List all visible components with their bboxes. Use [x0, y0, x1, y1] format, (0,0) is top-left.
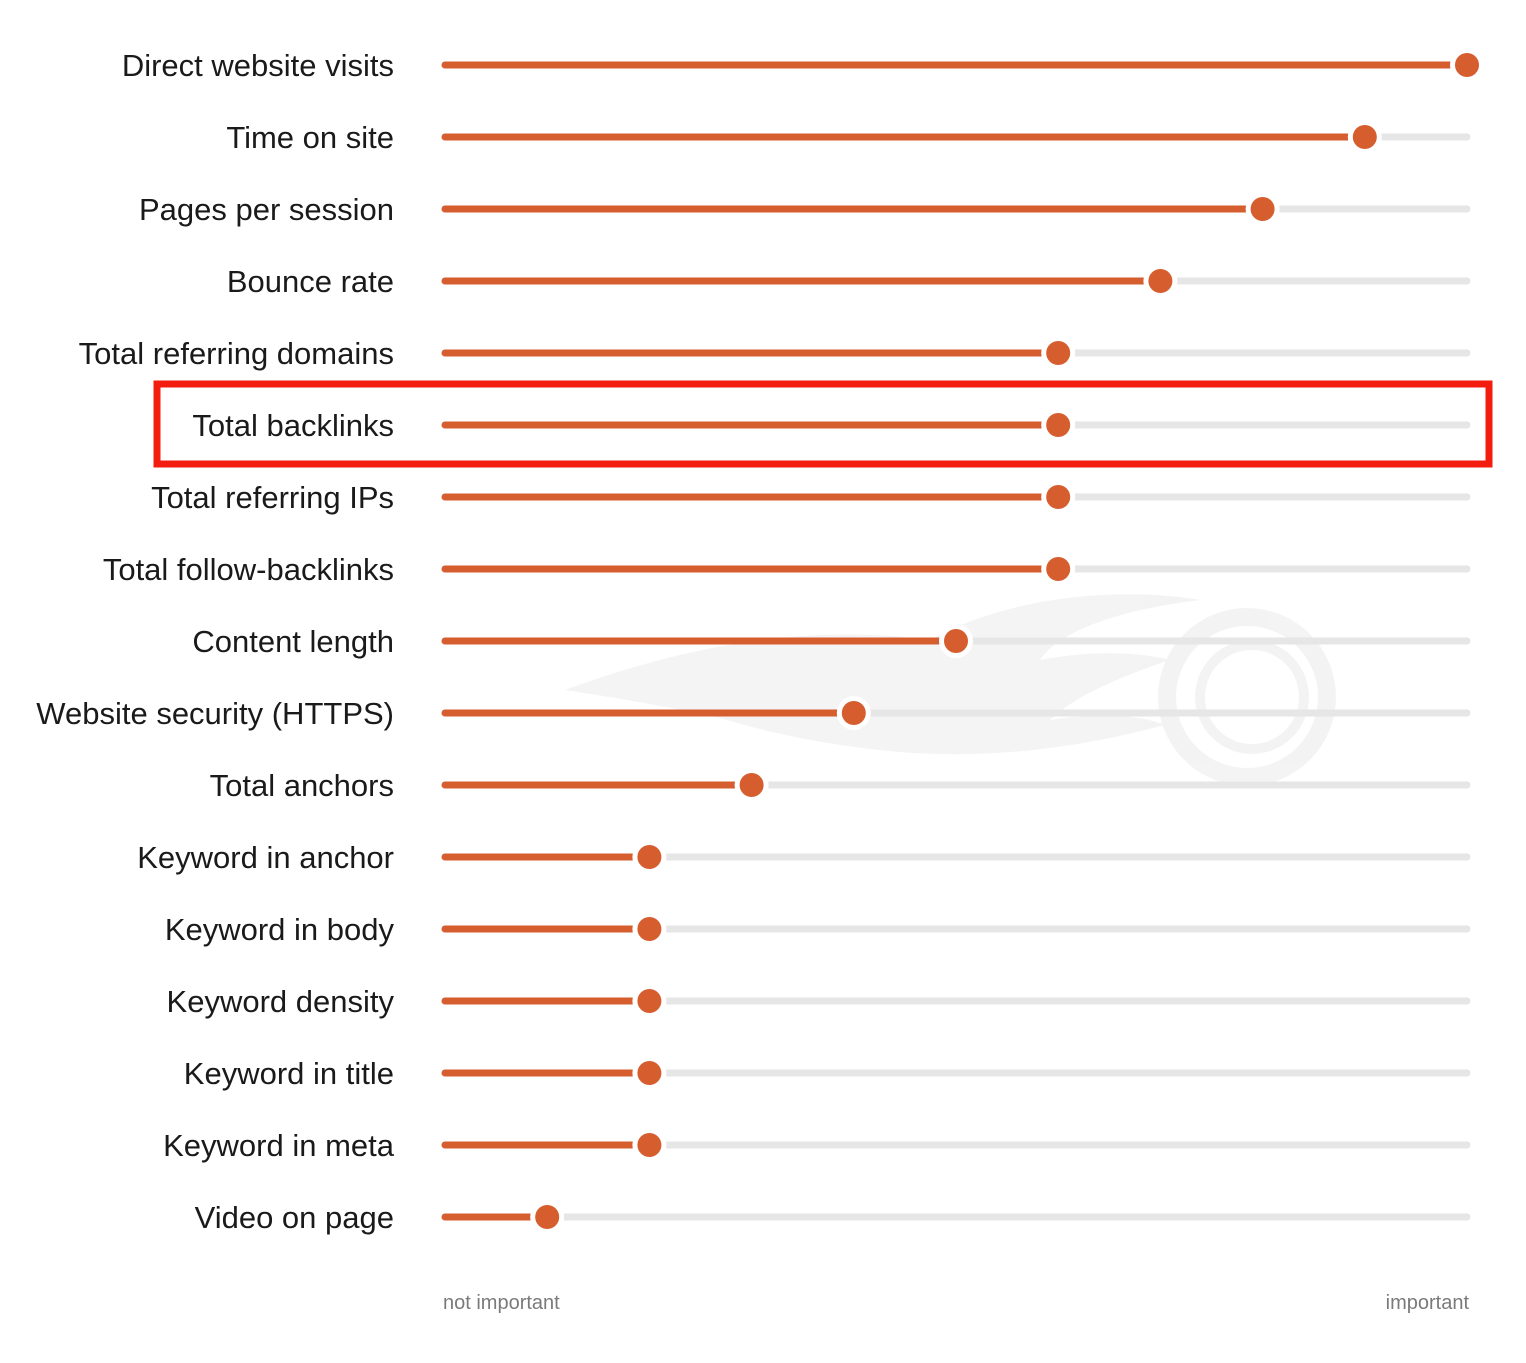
row-label: Keyword in body — [165, 912, 395, 947]
row-label: Keyword in anchor — [137, 840, 394, 875]
scale-max-label: important — [1386, 1292, 1470, 1314]
row-label: Pages per session — [139, 192, 394, 227]
row-label: Keyword in title — [184, 1056, 394, 1091]
row-label: Total referring domains — [79, 336, 394, 371]
slider-row: Keyword in anchor — [137, 840, 1471, 875]
row-label: Total backlinks — [192, 408, 394, 443]
slider-row: Bounce rate — [227, 264, 1471, 299]
slider-dot — [637, 845, 662, 869]
row-label: Keyword in meta — [163, 1128, 395, 1163]
slider-dot — [1352, 125, 1377, 149]
slider-dot — [1046, 413, 1071, 437]
slider-row: Pages per session — [139, 192, 1471, 227]
slider-row: Direct website visits — [122, 48, 1484, 83]
slider-row: Total anchors — [210, 768, 1471, 803]
flame-logo-icon — [565, 594, 1336, 786]
slider-dot — [637, 1133, 662, 1157]
slider-dot — [637, 917, 662, 941]
slider-dot — [739, 773, 764, 797]
slider-dot — [1250, 197, 1275, 221]
slider-dot — [637, 989, 662, 1013]
slider-dot — [944, 629, 968, 653]
slider-dot — [1046, 485, 1071, 509]
slider-row: Video on page — [195, 1200, 1471, 1235]
row-label: Total anchors — [210, 768, 394, 803]
row-label: Video on page — [195, 1200, 394, 1235]
row-label: Bounce rate — [227, 264, 394, 299]
slider-row: Time on site — [226, 120, 1471, 155]
slider-row: Keyword density — [167, 984, 1471, 1019]
slider-dot — [637, 1061, 662, 1085]
slider-row: Total referring domains — [79, 336, 1471, 371]
slider-dot — [1455, 53, 1479, 77]
slider-dot — [841, 701, 866, 725]
slider-row: Keyword in meta — [163, 1128, 1471, 1163]
row-label: Total referring IPs — [151, 480, 394, 515]
slider-row: Content length — [192, 624, 1471, 659]
slider-row: Total backlinks — [192, 408, 1471, 443]
highlight-box — [153, 380, 1493, 468]
slider-row: Total follow-backlinks — [103, 552, 1471, 587]
row-label: Keyword density — [167, 984, 395, 1019]
slider-row: Keyword in body — [165, 912, 1471, 947]
slider-row: Website security (HTTPS) — [36, 696, 1471, 731]
row-label: Website security (HTTPS) — [36, 696, 394, 731]
row-label: Time on site — [226, 120, 394, 155]
slider-dot — [1046, 557, 1071, 581]
slider-dot — [1148, 269, 1173, 293]
slider-dot — [1046, 341, 1071, 365]
row-label: Total follow-backlinks — [103, 552, 394, 587]
row-label: Direct website visits — [122, 48, 394, 83]
row-label: Content length — [192, 624, 394, 659]
scale-min-label: not important — [443, 1292, 560, 1314]
slider-row: Keyword in title — [184, 1056, 1471, 1091]
slider-row: Total referring IPs — [151, 480, 1471, 515]
slider-dot — [535, 1205, 560, 1229]
